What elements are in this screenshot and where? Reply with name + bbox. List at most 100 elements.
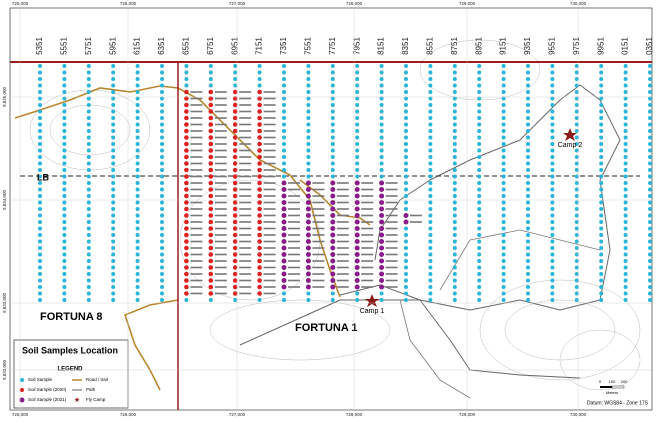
sample-point bbox=[355, 142, 360, 146]
sample-point bbox=[111, 259, 116, 263]
sample-point bbox=[599, 187, 604, 192]
sample-point bbox=[379, 193, 385, 199]
sample-point bbox=[135, 291, 140, 296]
sample-point bbox=[257, 64, 262, 68]
sample-point bbox=[550, 96, 555, 101]
sample-point bbox=[135, 200, 140, 205]
sample-id bbox=[190, 273, 203, 275]
sample-id bbox=[190, 247, 203, 249]
sample-id bbox=[385, 208, 398, 210]
sample-point bbox=[623, 187, 628, 192]
sample-point bbox=[257, 122, 262, 127]
sample-point bbox=[282, 168, 286, 172]
sample-point bbox=[232, 284, 238, 290]
sample-point bbox=[257, 245, 262, 251]
sample-id bbox=[385, 195, 398, 197]
sample-id bbox=[190, 97, 203, 100]
sample-point bbox=[160, 272, 164, 276]
sample-id bbox=[190, 162, 203, 165]
sample-point bbox=[208, 278, 214, 283]
sample-point bbox=[623, 285, 628, 289]
sample-point bbox=[111, 174, 116, 179]
sample-point bbox=[184, 219, 189, 225]
sample-point bbox=[135, 90, 140, 94]
line-label: 0151 bbox=[621, 37, 630, 55]
sample-point bbox=[404, 135, 408, 140]
sample-point bbox=[232, 206, 238, 212]
sample-point bbox=[184, 122, 189, 127]
sample-point bbox=[306, 155, 311, 159]
sample-point bbox=[282, 83, 286, 88]
sample-id bbox=[288, 247, 300, 249]
sample-id bbox=[190, 292, 203, 295]
concession-label: FORTUNA 1 bbox=[295, 322, 358, 334]
sample-point bbox=[379, 83, 384, 88]
sample-point bbox=[62, 181, 67, 185]
sample-point bbox=[208, 148, 214, 153]
sample-point bbox=[623, 77, 628, 81]
sample-point bbox=[452, 233, 457, 237]
sample-point bbox=[452, 90, 457, 94]
sample-point bbox=[306, 298, 311, 302]
sample-point bbox=[526, 161, 530, 166]
sample-point bbox=[330, 219, 336, 225]
sample-id bbox=[263, 182, 276, 184]
sample-point bbox=[550, 116, 555, 120]
sample-id bbox=[288, 182, 300, 184]
sample-point bbox=[550, 291, 555, 296]
sample-point bbox=[404, 278, 408, 283]
sample-point bbox=[501, 291, 506, 296]
sample-point bbox=[404, 96, 408, 101]
sample-point bbox=[257, 102, 262, 108]
sample-id bbox=[214, 97, 227, 100]
sample-point bbox=[428, 207, 433, 211]
coordinate-label: 727,000 bbox=[229, 1, 246, 6]
sample-id bbox=[336, 266, 349, 269]
sample-point bbox=[379, 298, 384, 302]
sample-point bbox=[232, 174, 238, 179]
sample-point bbox=[404, 252, 408, 257]
sample-point bbox=[526, 233, 530, 237]
sample-point bbox=[354, 278, 360, 283]
sample-point bbox=[330, 245, 336, 251]
sample-point bbox=[38, 155, 42, 159]
sample-point bbox=[282, 135, 286, 140]
sample-point bbox=[648, 187, 652, 192]
sample-point bbox=[282, 155, 286, 159]
sample-id bbox=[263, 234, 276, 236]
sample-id bbox=[239, 247, 252, 249]
sample-point bbox=[452, 168, 457, 172]
sample-id bbox=[263, 286, 276, 288]
sample-id bbox=[239, 208, 252, 210]
sample-point bbox=[330, 122, 335, 127]
sample-point bbox=[86, 174, 91, 179]
line-label: 9951 bbox=[596, 37, 605, 55]
sample-point bbox=[111, 194, 116, 198]
sample-point bbox=[306, 103, 311, 107]
sample-id bbox=[312, 188, 325, 191]
sample-point bbox=[404, 187, 408, 192]
sample-point bbox=[232, 180, 238, 186]
sample-point bbox=[135, 129, 140, 133]
sample-point bbox=[428, 142, 433, 146]
sample-id bbox=[263, 188, 276, 191]
sample-point bbox=[648, 161, 652, 166]
sample-point bbox=[62, 96, 67, 101]
sample-point bbox=[526, 265, 530, 270]
line-label: 5351 bbox=[35, 37, 44, 55]
sample-id bbox=[214, 162, 227, 165]
sample-point bbox=[477, 278, 482, 283]
sample-id bbox=[336, 286, 349, 288]
sample-point bbox=[38, 129, 42, 133]
sample-id bbox=[239, 110, 252, 113]
sample-point bbox=[501, 265, 506, 270]
sample-id bbox=[336, 182, 349, 184]
sample-point bbox=[38, 246, 42, 250]
sample-id bbox=[263, 117, 276, 119]
sample-point bbox=[379, 226, 385, 231]
sample-point bbox=[38, 207, 42, 211]
sample-point bbox=[62, 207, 67, 211]
sample-point bbox=[111, 148, 116, 153]
sample-id bbox=[288, 227, 300, 230]
sample-point bbox=[184, 109, 189, 114]
